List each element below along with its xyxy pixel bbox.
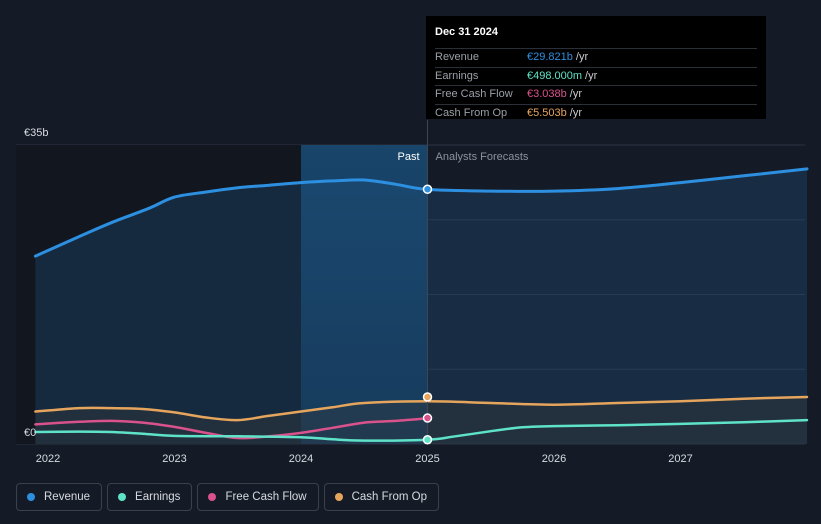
legend-dot-icon (118, 493, 127, 501)
tooltip-value: €5.503b (527, 106, 567, 119)
legend-dot-icon (334, 493, 343, 501)
cash-from-op-area (35, 397, 807, 444)
cash-from-op-line (34, 395, 809, 422)
tooltip-row-free-cash-flow: Free Cash Flow €3.038b /yr (435, 85, 757, 104)
y-axis-tick-label: €0 (24, 427, 36, 439)
tooltip-date: Dec 31 2024 (435, 26, 498, 38)
tooltip: Dec 31 2024 Revenue €29.821b /yr Earning… (426, 16, 766, 119)
past-label: Past (397, 151, 419, 163)
free-cash-flow-line (34, 417, 429, 440)
tooltip-value: €498.000m (527, 69, 583, 82)
revenue-line (33, 167, 809, 258)
legend-dot-icon (208, 493, 217, 501)
revenue-area (35, 168, 807, 444)
legend-item-earnings[interactable]: Earnings (107, 483, 193, 511)
legend-label: Revenue (44, 491, 91, 503)
tooltip-unit: /yr (575, 51, 589, 63)
tooltip-row-earnings: Earnings €498.000m /yr (435, 66, 757, 86)
tooltip-unit: /yr (569, 106, 582, 119)
legend-item-free-cash-flow[interactable]: Free Cash Flow (197, 483, 319, 511)
forecast-label: Analysts Forecasts (436, 151, 529, 163)
legend-label: Cash From Op (351, 491, 428, 503)
x-axis-tick-label: 2023 (162, 453, 186, 465)
legend-dot-icon (27, 493, 35, 501)
earnings-line (34, 418, 809, 442)
data-point-marker (422, 392, 433, 402)
legend-label: Free Cash Flow (225, 491, 307, 503)
legend: Revenue Earnings Free Cash Flow Cash Fro… (16, 483, 444, 511)
tooltip-row-revenue: Revenue €29.821b /yr (435, 48, 757, 67)
x-axis-tick-label: 2027 (668, 453, 692, 465)
tooltip-value: €3.038b (527, 88, 567, 100)
tooltip-label: Revenue (435, 51, 480, 63)
tooltip-unit: /yr (585, 69, 598, 82)
tooltip-row-cash-from-op: Cash From Op €5.503b /yr (435, 103, 757, 123)
y-axis-tick-label: €35b (24, 127, 48, 139)
tooltip-unit: /yr (569, 88, 582, 100)
legend-item-cash-from-op[interactable]: Cash From Op (323, 483, 440, 511)
data-point-marker (422, 413, 433, 423)
tooltip-label: Cash From Op (435, 106, 508, 119)
highlight-band (301, 145, 428, 444)
tooltip-label: Free Cash Flow (435, 88, 513, 100)
tooltip-label: Earnings (435, 69, 479, 82)
x-axis-tick-label: 2024 (289, 453, 313, 465)
data-point-marker (422, 184, 433, 194)
legend-label: Earnings (135, 491, 181, 503)
tooltip-value: €29.821b (527, 51, 573, 63)
data-point-marker (422, 434, 433, 445)
legend-item-revenue[interactable]: Revenue (16, 483, 103, 511)
x-axis-tick-label: 2022 (36, 453, 60, 465)
x-axis-tick-label: 2026 (542, 453, 566, 465)
x-axis-tick-label: 2025 (415, 453, 439, 465)
